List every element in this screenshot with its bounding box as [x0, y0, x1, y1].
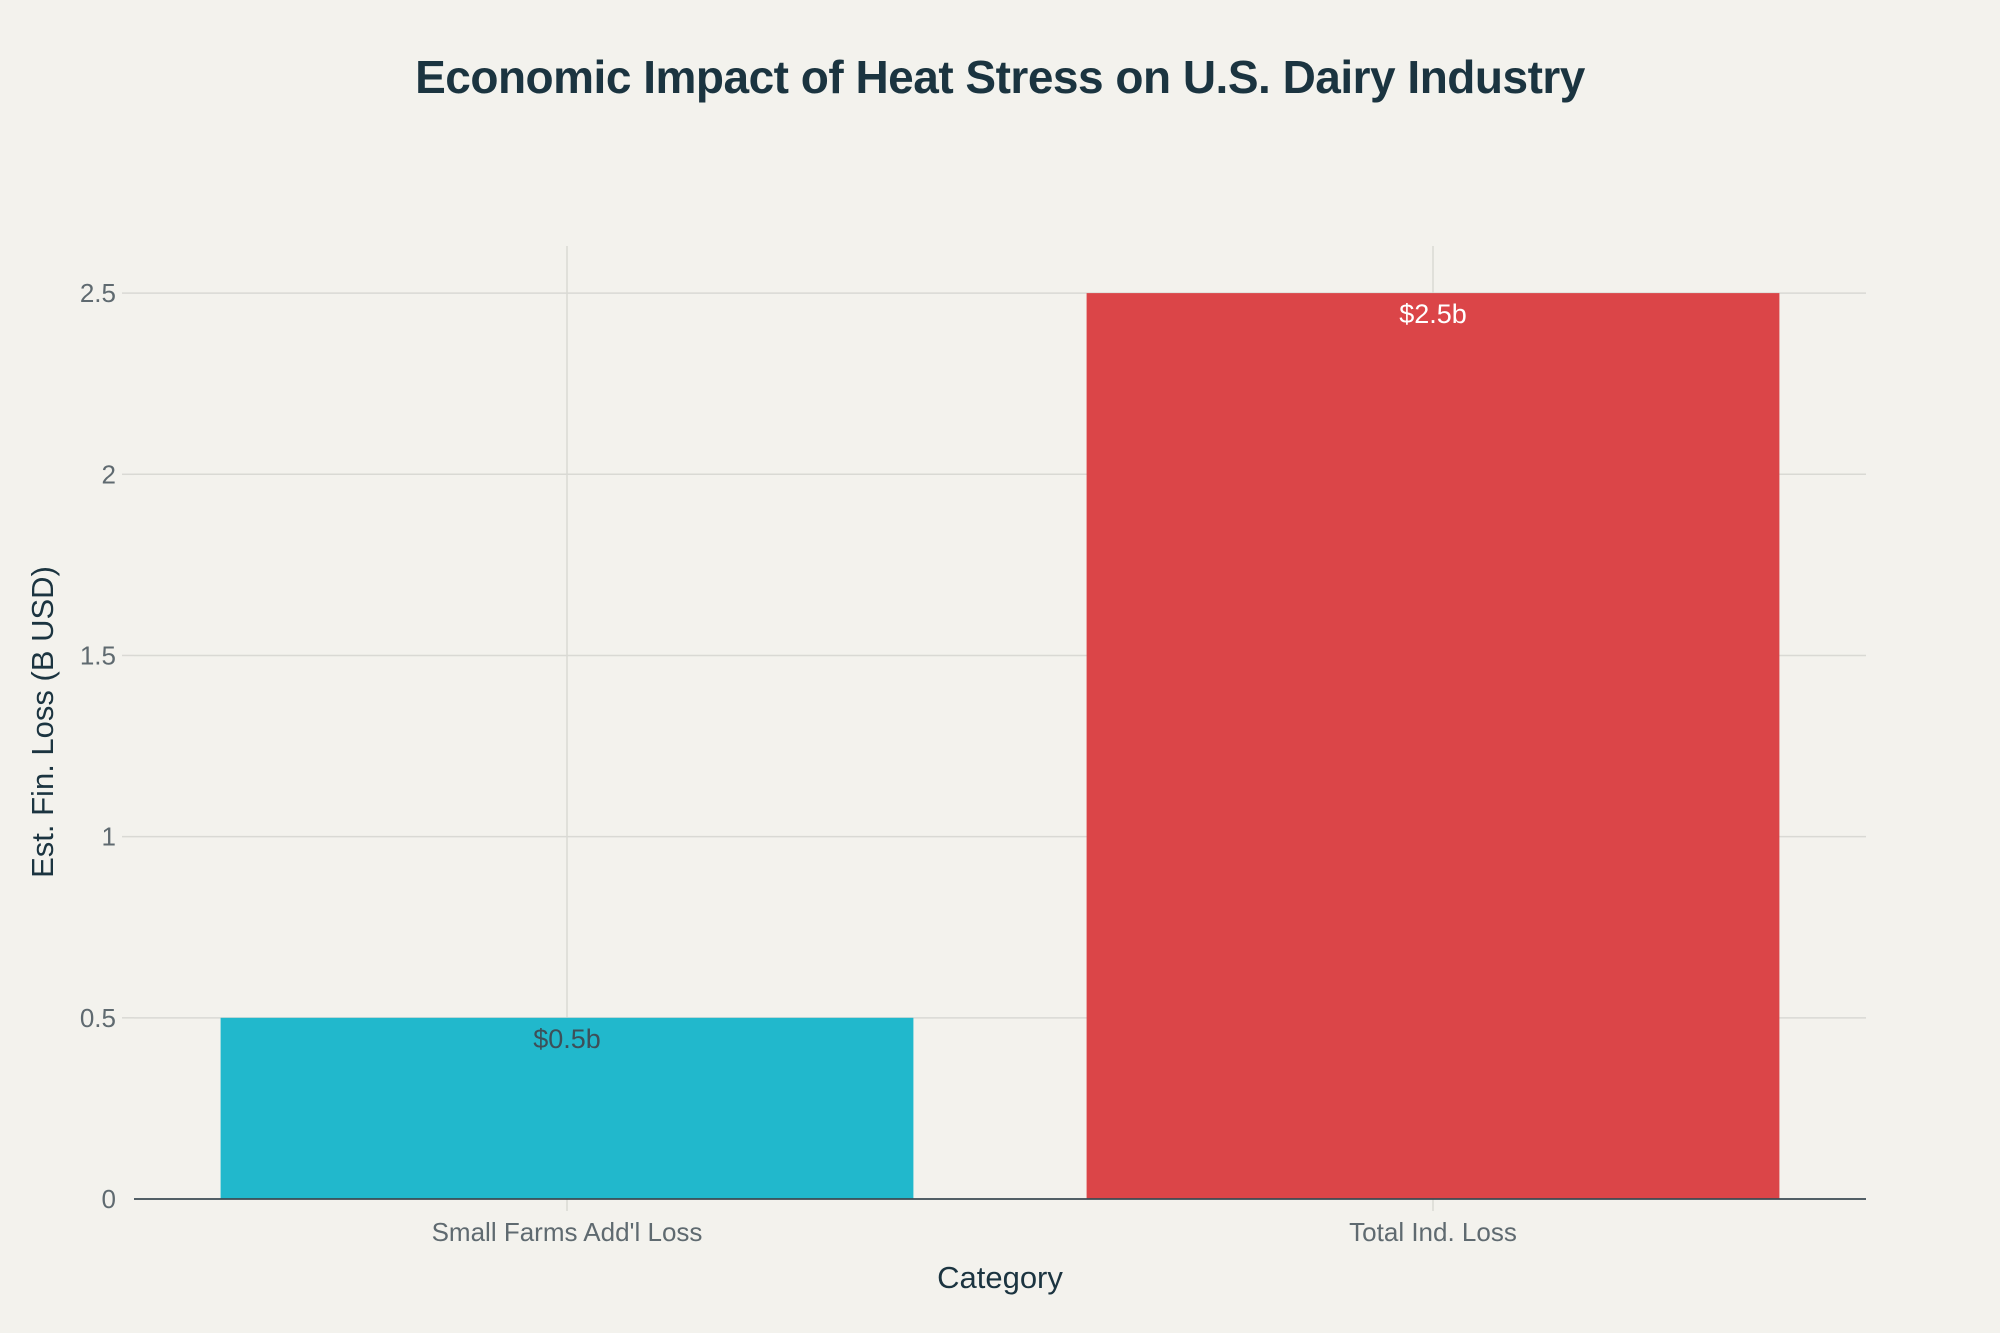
bar-layer — [220, 293, 1780, 1200]
y-tick-label: 1 — [102, 822, 116, 852]
label-layer: $0.5b $2.5b — [533, 299, 1467, 1054]
x-tick-label: Total Ind. Loss — [1349, 1217, 1517, 1247]
y-tick-label: 2.5 — [80, 278, 116, 308]
x-axis-title: Category — [937, 1260, 1063, 1295]
bar-data-label: $2.5b — [1399, 299, 1467, 329]
y-axis-title: Est. Fin. Loss (B USD) — [25, 566, 60, 878]
chart-title: Economic Impact of Heat Stress on U.S. D… — [415, 51, 1585, 103]
axis-layer: 0 0.5 1 1.5 2 2.5 Small Farms Add'l Loss Total … — [80, 278, 1866, 1247]
x-tick-label: Small Farms Add'l Loss — [432, 1217, 703, 1247]
y-tick-label: 2 — [102, 459, 116, 489]
y-tick-label: 0.5 — [80, 1003, 116, 1033]
bar-data-label: $0.5b — [533, 1024, 601, 1054]
y-tick-label: 0 — [102, 1184, 116, 1214]
bar — [1086, 293, 1780, 1200]
y-tick-label: 1.5 — [80, 640, 116, 670]
bar — [220, 1017, 914, 1199]
